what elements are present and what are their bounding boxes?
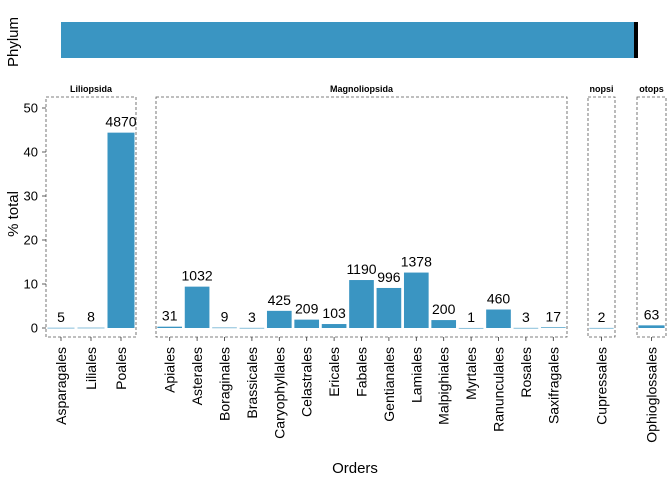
y-tick-label: 30 (24, 189, 38, 204)
y-tick-label: 40 (24, 145, 38, 160)
facet-panel: otops 63 Ophioglossales (636, 84, 667, 443)
bar (589, 327, 614, 329)
phylum-label: Phylum (5, 17, 22, 67)
bar (540, 327, 566, 328)
y-tick-label: 50 (24, 101, 38, 116)
y-tick-label: 20 (24, 233, 38, 248)
facets: Liliopsida 5 Asparagales 8 Liliales 4870 Poale… (45, 84, 667, 443)
x-tick-label: Malpighiales (436, 347, 452, 425)
phylum-segment (61, 22, 634, 58)
x-tick-label: Ericales (326, 347, 342, 397)
bar-label: 3 (522, 309, 530, 325)
bar (486, 309, 511, 328)
bar (458, 327, 484, 329)
bar-label: 1378 (401, 254, 432, 270)
bar-label: 1032 (182, 268, 213, 284)
bar-label: 1190 (346, 261, 376, 277)
y-tick-label: 0 (31, 321, 38, 336)
bar-label: 5 (57, 309, 65, 325)
x-tick-label: Liliales (83, 347, 99, 390)
x-tick-label: Apiales (162, 347, 178, 393)
bar (212, 327, 237, 329)
bar-label: 425 (268, 292, 292, 308)
facet-border (636, 96, 667, 338)
bar-label: 1 (467, 309, 475, 325)
bar-label: 200 (432, 301, 456, 317)
x-tick-label: Poales (113, 347, 129, 390)
bar-label: 31 (162, 308, 178, 324)
bar-label: 17 (546, 308, 562, 324)
x-tick-label: Celastrales (299, 347, 315, 417)
phylum-segment (633, 22, 638, 58)
facet-title: Liliopsida (70, 84, 113, 94)
x-tick-label: Fabales (354, 347, 370, 397)
x-tick-label: Saxifragales (545, 347, 561, 424)
facet-border (587, 96, 616, 338)
bar (239, 327, 265, 329)
facet-panel: nopsi 2 Cupressales (587, 84, 616, 425)
phylum-strip: Phylum (5, 17, 638, 67)
bar (376, 287, 402, 328)
bar-label: 4870 (105, 114, 136, 130)
bar-label: 8 (87, 309, 95, 325)
x-tick-label: Myrtales (463, 347, 479, 400)
x-tick-label: Asterales (189, 347, 205, 405)
facet-title: Magnoliopsida (330, 84, 394, 94)
x-tick-label: Rosales (518, 347, 534, 398)
bar-label: 209 (295, 301, 319, 317)
bar (638, 325, 665, 328)
bar (157, 326, 183, 328)
bar (513, 327, 539, 329)
facet-title: otops (639, 84, 664, 94)
bar (184, 286, 210, 328)
y-axis: 0 10 20 30 40 50 (24, 101, 46, 336)
x-tick-label: Boraginales (217, 347, 233, 421)
x-tick-label: Cupressales (594, 347, 610, 425)
x-axis-title: Orders (332, 460, 378, 477)
x-tick-label: Caryophyllales (271, 347, 287, 439)
facet-panel: Magnoliopsida31Apiales1032Asterales9Bora… (155, 84, 568, 439)
bar (107, 132, 135, 328)
x-tick-label: Ranunculales (491, 347, 507, 432)
bar-label: 460 (487, 291, 511, 307)
bar-label: 63 (644, 306, 660, 322)
bar (403, 272, 429, 328)
bar (321, 324, 347, 328)
bar-label: 9 (221, 309, 229, 325)
facet-panel: Liliopsida 5 Asparagales 8 Liliales 4870 Poale… (45, 84, 137, 425)
bar (294, 319, 320, 328)
x-tick-label: Gentianales (381, 347, 397, 422)
bar-label: 3 (248, 309, 256, 325)
x-tick-label: Asparagales (53, 347, 69, 425)
x-tick-label: Lamiales (408, 347, 424, 403)
bar-label: 2 (598, 309, 606, 325)
bar-label: 103 (322, 305, 346, 321)
bar (77, 327, 105, 329)
x-tick-label: Brassicales (244, 347, 260, 419)
facet-title: nopsi (590, 84, 614, 94)
x-tick-label: Ophioglossales (644, 347, 660, 443)
bar (47, 327, 75, 329)
bar-label: 996 (377, 269, 401, 285)
bar (349, 280, 374, 328)
y-tick-label: 10 (24, 277, 38, 292)
y-axis-title: % total (5, 191, 22, 237)
bar (431, 320, 457, 328)
bar (266, 310, 292, 328)
